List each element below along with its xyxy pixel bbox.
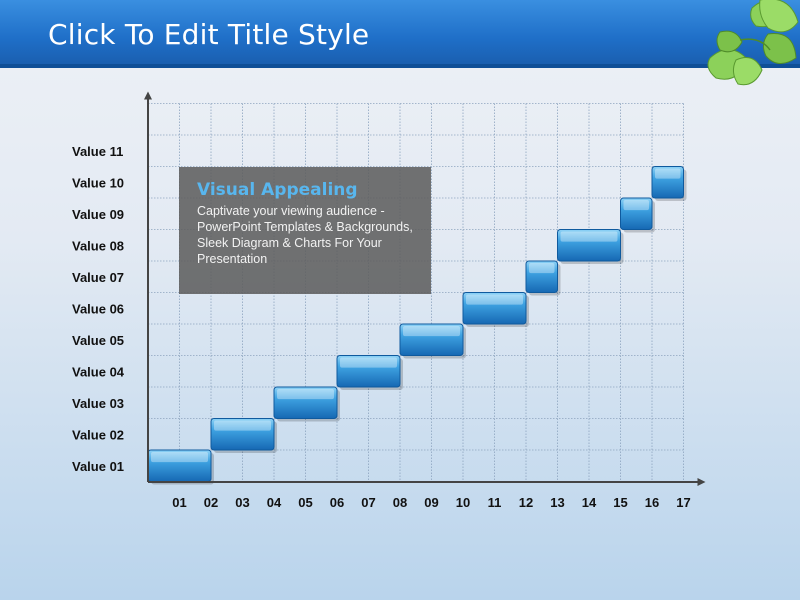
x-tick-label: 16 <box>645 495 659 510</box>
x-tick-label: 14 <box>582 495 597 510</box>
bar-value-03 <box>273 386 338 419</box>
y-tick-label: Value 04 <box>72 364 125 379</box>
x-tick-label: 15 <box>613 495 627 510</box>
x-tick-label: 02 <box>204 495 218 510</box>
y-tick-label: Value 03 <box>72 396 124 411</box>
bar-value-02 <box>210 418 275 451</box>
y-tick-label: Value 09 <box>72 207 124 222</box>
bar-highlight <box>623 200 649 211</box>
axes <box>144 91 706 486</box>
title-bar: Click To Edit Title Style <box>0 0 800 68</box>
y-tick-label: Value 11 <box>72 144 123 159</box>
y-tick-label: Value 05 <box>72 333 124 348</box>
bar-highlight <box>655 168 681 179</box>
bar-value-06 <box>462 292 527 325</box>
info-heading: Visual Appealing <box>197 180 358 200</box>
bar-highlight <box>340 357 397 368</box>
bar-value-07 <box>525 260 558 293</box>
x-tick-label: 03 <box>235 495 249 510</box>
y-tick-label: Value 07 <box>72 270 124 285</box>
bars <box>147 166 687 485</box>
y-axis-arrow-icon <box>144 91 152 100</box>
x-tick-label: 12 <box>519 495 533 510</box>
x-tick-label: 09 <box>424 495 438 510</box>
y-tick-label: Value 02 <box>72 427 124 442</box>
x-tick-label: 11 <box>488 495 502 510</box>
bar-value-08 <box>557 229 621 262</box>
x-tick-label: 06 <box>330 495 344 510</box>
x-tick-label: 05 <box>298 495 312 510</box>
bar-highlight <box>151 452 208 463</box>
bar-highlight <box>277 389 334 400</box>
bar-highlight <box>560 231 618 242</box>
info-callout-box: Visual Appealing Captivate your viewing … <box>179 167 431 294</box>
bar-value-04 <box>336 355 401 388</box>
y-tick-label: Value 10 <box>72 175 124 190</box>
x-tick-label: 17 <box>676 495 690 510</box>
bar-value-10 <box>651 166 684 199</box>
x-tick-label: 01 <box>172 495 186 510</box>
bar-highlight <box>466 294 523 305</box>
y-tick-label: Value 08 <box>72 238 124 253</box>
bar-value-09 <box>620 197 653 230</box>
green-leaves-icon <box>707 0 799 86</box>
x-tick-label: 07 <box>361 495 375 510</box>
info-body: Captivate your viewing audience - PowerP… <box>197 204 413 266</box>
y-tick-label: Value 01 <box>72 459 124 474</box>
bar-highlight <box>403 326 460 337</box>
bar-highlight <box>214 420 271 431</box>
bar-value-05 <box>399 323 464 356</box>
x-tick-label: 10 <box>456 495 470 510</box>
x-tick-label: 13 <box>550 495 564 510</box>
x-tick-label: 08 <box>393 495 407 510</box>
bar-highlight <box>529 263 555 274</box>
x-axis-arrow-icon <box>697 478 706 486</box>
x-tick-label: 04 <box>267 495 282 510</box>
tick-labels: 01 02 03 04 05 06 07 08 09 10 11 12 13 14 15 16 17 Value … <box>72 144 691 510</box>
y-tick-label: Value 06 <box>72 301 124 316</box>
slide-title[interactable]: Click To Edit Title Style <box>48 18 370 51</box>
